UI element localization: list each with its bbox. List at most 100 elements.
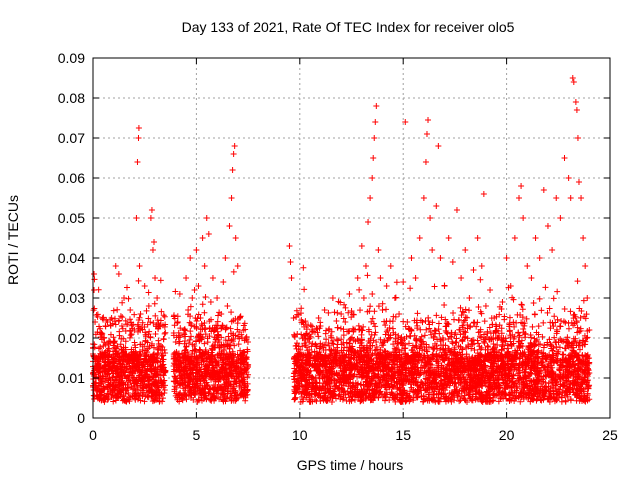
data-point-cloud bbox=[114, 387, 121, 394]
data-point-cloud bbox=[110, 307, 117, 314]
data-point-cloud bbox=[195, 311, 202, 318]
data-point-cloud bbox=[137, 341, 144, 348]
data-point-cloud bbox=[208, 316, 215, 323]
data-point-cloud bbox=[109, 320, 116, 327]
data-point-cloud bbox=[531, 311, 538, 318]
data-point-cloud bbox=[141, 398, 148, 405]
data-point-cloud bbox=[146, 374, 153, 381]
data-point-cloud bbox=[99, 315, 106, 322]
data-point-cloud bbox=[137, 327, 144, 334]
data-point-cloud bbox=[162, 367, 169, 374]
data-point-cloud bbox=[334, 309, 341, 316]
data-point-cloud bbox=[186, 319, 193, 326]
data-point-cloud bbox=[456, 398, 463, 405]
data-point-cloud bbox=[383, 306, 390, 313]
data-point-cloud bbox=[145, 289, 152, 296]
data-point-cloud bbox=[93, 311, 100, 318]
data-point-cloud bbox=[530, 299, 537, 306]
data-point-cloud bbox=[101, 367, 108, 374]
data-point-cloud bbox=[224, 342, 231, 349]
data-point-cloud bbox=[243, 333, 250, 340]
data-point-cloud bbox=[230, 336, 237, 343]
data-point-cloud bbox=[186, 336, 193, 343]
data-point-cloud bbox=[372, 323, 379, 330]
data-point-cloud bbox=[145, 394, 152, 401]
data-point-cloud bbox=[135, 386, 142, 393]
data-point-cloud bbox=[145, 315, 152, 322]
data-point-cloud bbox=[102, 348, 109, 355]
data-point-cloud bbox=[364, 272, 371, 279]
data-point-cloud bbox=[193, 347, 200, 354]
data-point-cloud bbox=[97, 393, 104, 400]
data-point-cloud bbox=[181, 326, 188, 333]
data-point-cloud bbox=[135, 374, 142, 381]
data-point-cloud bbox=[94, 311, 101, 318]
data-point-cloud bbox=[127, 328, 134, 335]
data-point-cloud bbox=[535, 323, 542, 330]
data-point-cloud bbox=[325, 309, 332, 316]
data-point-cloud bbox=[149, 356, 156, 363]
data-point-cloud bbox=[142, 331, 149, 338]
data-point-cloud bbox=[231, 342, 238, 349]
data-point-cloud bbox=[315, 315, 322, 322]
data-point-cloud bbox=[154, 317, 161, 324]
data-point-cloud bbox=[369, 315, 376, 322]
data-point-cloud bbox=[157, 277, 164, 284]
data-point-cloud bbox=[122, 381, 129, 388]
chart-title: Day 133 of 2021, Rate Of TEC Index for r… bbox=[182, 19, 515, 35]
data-point-cloud bbox=[135, 277, 142, 284]
data-point-cloud bbox=[110, 370, 117, 377]
data-point-cloud bbox=[112, 354, 119, 361]
data-point-cloud bbox=[192, 314, 199, 321]
data-point-cloud bbox=[437, 346, 444, 353]
data-point-cloud bbox=[151, 300, 158, 307]
data-point-cloud bbox=[98, 397, 105, 404]
data-point-cloud bbox=[160, 364, 167, 371]
data-point-cloud bbox=[162, 329, 169, 336]
data-point-cloud bbox=[150, 344, 157, 351]
data-point-cloud bbox=[119, 325, 126, 332]
data-point-cloud bbox=[158, 390, 165, 397]
data-point-cloud bbox=[123, 284, 130, 291]
data-point-cloud bbox=[106, 375, 113, 382]
data-point-cloud bbox=[574, 278, 581, 285]
data-point-cloud bbox=[143, 387, 150, 394]
data-point-cloud bbox=[94, 358, 101, 365]
data-point-cloud bbox=[125, 295, 132, 302]
data-point-cloud bbox=[126, 316, 133, 323]
data-point-cloud bbox=[110, 334, 117, 341]
data-point-cloud bbox=[187, 328, 194, 335]
data-point-cloud bbox=[550, 295, 557, 302]
data-point-cloud bbox=[227, 394, 234, 401]
data-point-cloud bbox=[90, 353, 97, 360]
data-point-cloud bbox=[139, 319, 146, 326]
data-point-cloud bbox=[105, 376, 112, 383]
data-point-cloud bbox=[148, 393, 155, 400]
data-point-cloud bbox=[94, 393, 101, 400]
data-point-cloud bbox=[227, 342, 234, 348]
data-point-cloud bbox=[481, 339, 488, 346]
data-point-cloud bbox=[218, 348, 225, 355]
data-point-cloud bbox=[307, 322, 314, 329]
data-point-cloud bbox=[155, 337, 162, 344]
data-point-cloud bbox=[151, 370, 158, 377]
data-point-cloud bbox=[215, 312, 222, 319]
data-point-cloud bbox=[120, 384, 127, 391]
data-point-cloud bbox=[518, 301, 525, 308]
data-point-cloud bbox=[162, 321, 169, 328]
data-point-cloud bbox=[130, 321, 137, 328]
data-point-cloud bbox=[536, 295, 543, 302]
data-point-cloud bbox=[139, 385, 146, 392]
data-point-cloud bbox=[133, 377, 140, 384]
data-point-cloud bbox=[124, 396, 131, 403]
data-point-cloud bbox=[142, 337, 149, 344]
data-point-cloud bbox=[152, 371, 159, 378]
data-point-cloud bbox=[196, 346, 203, 353]
data-point-cloud bbox=[506, 314, 513, 321]
data-point-cloud bbox=[201, 309, 208, 316]
data-point-cloud bbox=[518, 301, 525, 308]
data-point-cloud bbox=[100, 316, 107, 323]
data-point-cloud bbox=[202, 324, 209, 331]
data-point-cloud bbox=[127, 394, 134, 401]
